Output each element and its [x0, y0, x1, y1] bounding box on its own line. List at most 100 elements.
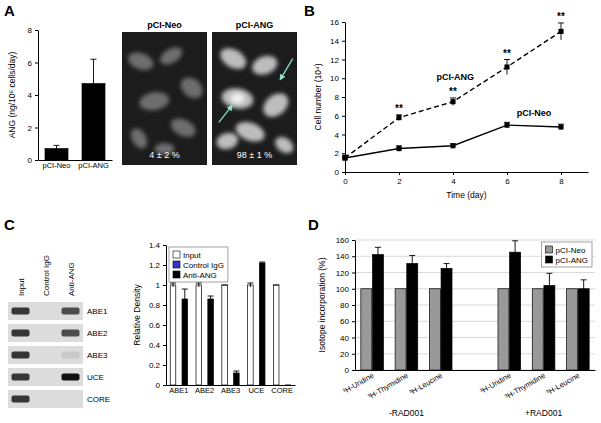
bar: [273, 285, 279, 385]
tick: ³H-Thymidine: [503, 371, 546, 401]
grid-line: [355, 337, 595, 338]
gel-band: [37, 374, 55, 381]
tick: CORE: [271, 386, 293, 395]
tick: 0: [343, 172, 348, 186]
tick-label: 80: [340, 301, 349, 310]
tick: 2: [335, 149, 345, 158]
tick-mark: [342, 60, 345, 61]
cell: [126, 49, 156, 73]
tick-label: 0.6: [149, 321, 161, 330]
tick-label: 0: [343, 177, 348, 186]
legend-box: [169, 247, 228, 282]
annotation: **: [557, 11, 565, 22]
marker: [342, 155, 347, 160]
marker: [450, 99, 455, 104]
error-bar: [377, 247, 378, 262]
marker: [558, 29, 563, 34]
tick: 160: [336, 236, 355, 245]
bar: [170, 285, 176, 385]
cell: [233, 118, 267, 145]
tick-mark: [35, 30, 38, 31]
lane-label: Control IgG: [42, 255, 51, 296]
tick: 20: [340, 350, 355, 359]
error-bar: [583, 280, 584, 298]
tick-mark: [507, 172, 508, 175]
marker: [342, 155, 347, 160]
gel-strip: [8, 390, 83, 408]
plot-area: [342, 23, 564, 161]
bar: [176, 385, 182, 386]
x-axis: pCI-Neo pCI-ANG: [39, 161, 113, 171]
row-label: ABE1: [87, 307, 108, 316]
row-label: CORE: [87, 395, 110, 404]
image-annotation: 98 ± 1 %: [237, 150, 272, 160]
tick-mark: [163, 245, 166, 246]
y-axis-title: Relative Density: [132, 284, 142, 346]
figure: pCI-NeopCI-ANG02468ANG (ng/10⁶ cells/day…: [0, 0, 601, 423]
line: [345, 125, 561, 158]
grid-line: [355, 353, 595, 354]
tick: 0.4: [149, 341, 166, 350]
arrow: [219, 105, 233, 122]
tick-mark: [35, 160, 38, 161]
tick-label: 60: [340, 317, 349, 326]
y-axis: 020406080100120140160: [336, 236, 356, 375]
tick: pCI-ANG: [78, 161, 109, 170]
bar: [285, 385, 291, 386]
y-axis: 00.20.40.60.811.21.4: [149, 241, 167, 390]
grid-line: [355, 240, 595, 241]
tick-label: ³H-Thymidine: [503, 371, 546, 401]
tick: ³H-Thymidine: [366, 371, 409, 401]
tick-label: pCI-Neo: [43, 161, 71, 170]
annotation: **: [503, 48, 511, 59]
bar: [228, 385, 234, 386]
legend-swatch: [173, 251, 180, 258]
tick: ABE1: [169, 386, 188, 395]
bar: [279, 385, 285, 386]
gel-band: [37, 308, 55, 315]
tick-mark: [352, 240, 355, 241]
tick-mark: [352, 289, 355, 290]
bar: [361, 289, 372, 370]
tick-mark: [352, 321, 355, 322]
tick: 4: [451, 172, 456, 186]
tick: 2: [28, 124, 38, 133]
gel-band: [37, 396, 55, 403]
legend-swatch: [173, 271, 180, 278]
legend-swatch: [546, 246, 553, 253]
tick-label: 4: [335, 131, 340, 140]
legend-label: pCI-ANG: [556, 256, 588, 265]
legend-swatch: [173, 261, 180, 268]
gel-strip: [8, 346, 83, 364]
panel-letter: C: [4, 216, 15, 233]
error-cap: [546, 273, 552, 274]
cell: [272, 134, 296, 157]
bar: [372, 255, 383, 370]
error-bar: [210, 296, 211, 302]
tick-label: 0: [156, 381, 161, 390]
gel-band: [62, 374, 80, 381]
tick: 40: [340, 334, 355, 343]
legend-box: [542, 242, 592, 267]
bar: [254, 385, 260, 386]
tick-mark: [342, 135, 345, 136]
marker: [504, 123, 509, 128]
axis-line: [346, 172, 589, 173]
error-bar: [236, 371, 237, 375]
tick: 0: [28, 156, 38, 165]
error-cap: [170, 283, 176, 284]
image-label: pCI-ANG: [236, 20, 274, 30]
tick-label: 10: [330, 74, 339, 83]
gel-band: [12, 330, 30, 337]
tick: 0.2: [149, 361, 166, 370]
error-bar: [412, 255, 413, 271]
gel-strip: [8, 302, 83, 320]
bar: [498, 289, 509, 370]
tick-mark: [35, 128, 38, 129]
error-cap: [233, 371, 239, 372]
legend-label: pCI-Neo: [556, 246, 586, 255]
legend-swatch: [546, 256, 553, 263]
grid-line: [355, 305, 595, 306]
bar: [532, 289, 543, 370]
image-background: [122, 32, 207, 165]
